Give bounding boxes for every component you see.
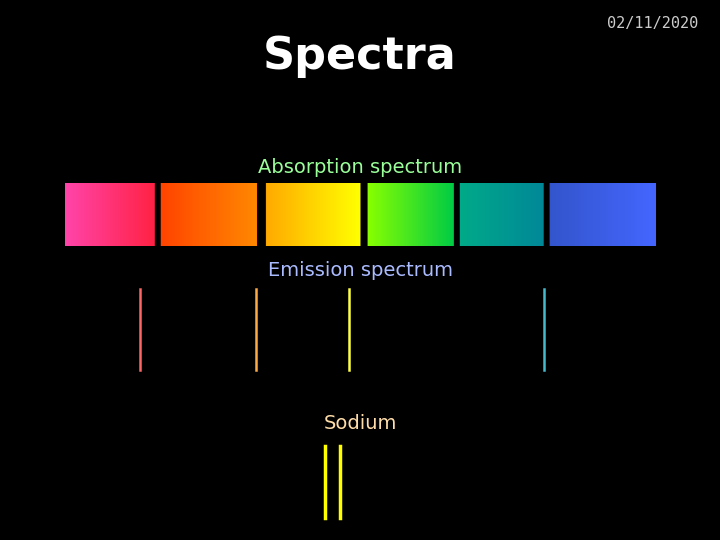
Text: Spectra: Spectra [263,35,457,78]
Text: Sodium: Sodium [323,414,397,434]
Text: 02/11/2020: 02/11/2020 [607,16,698,31]
Text: Emission spectrum: Emission spectrum [268,260,452,280]
Text: Absorption spectrum: Absorption spectrum [258,158,462,177]
